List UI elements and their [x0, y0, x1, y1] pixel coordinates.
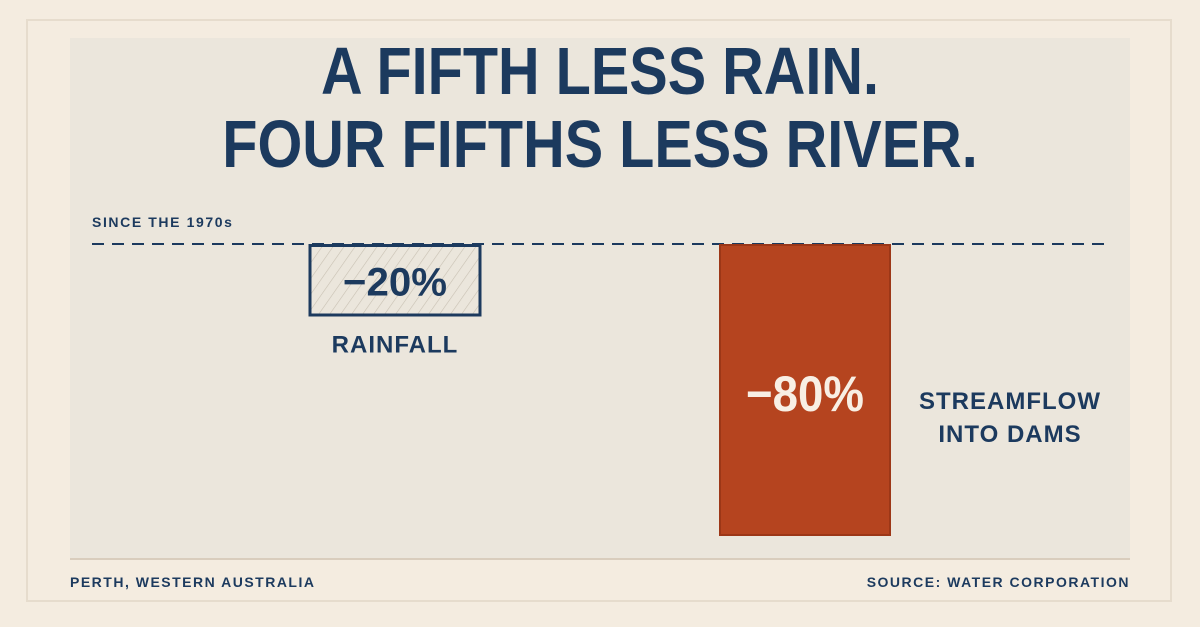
bottom-rule [70, 558, 1130, 560]
rainfall-bar [308, 244, 482, 317]
streamflow-category-label: INTO DAMS [938, 421, 1081, 448]
outer-frame [26, 19, 1172, 602]
baseline-caption: SINCE THE 1970s [92, 214, 234, 230]
bars-layer: −20% RAINFALL −80% STREAMFLOW INTO DAMS [308, 244, 1101, 536]
source-label: SOURCE: WATER CORPORATION [866, 574, 1130, 590]
streamflow-value-label: −80% [746, 366, 864, 422]
rainfall-category-label: RAINFALL [332, 332, 459, 359]
streamflow-bar [719, 244, 891, 536]
chart-panel [70, 38, 1130, 559]
headline-line-2: FOUR FIFTHS LESS RIVER. [222, 107, 978, 182]
location-label: PERTH, WESTERN AUSTRALIA [70, 574, 316, 590]
headline-line-1: A FIFTH LESS RAIN. [320, 34, 880, 109]
rainfall-value-label: −20% [343, 260, 447, 304]
streamflow-category-label: STREAMFLOW [919, 388, 1101, 415]
